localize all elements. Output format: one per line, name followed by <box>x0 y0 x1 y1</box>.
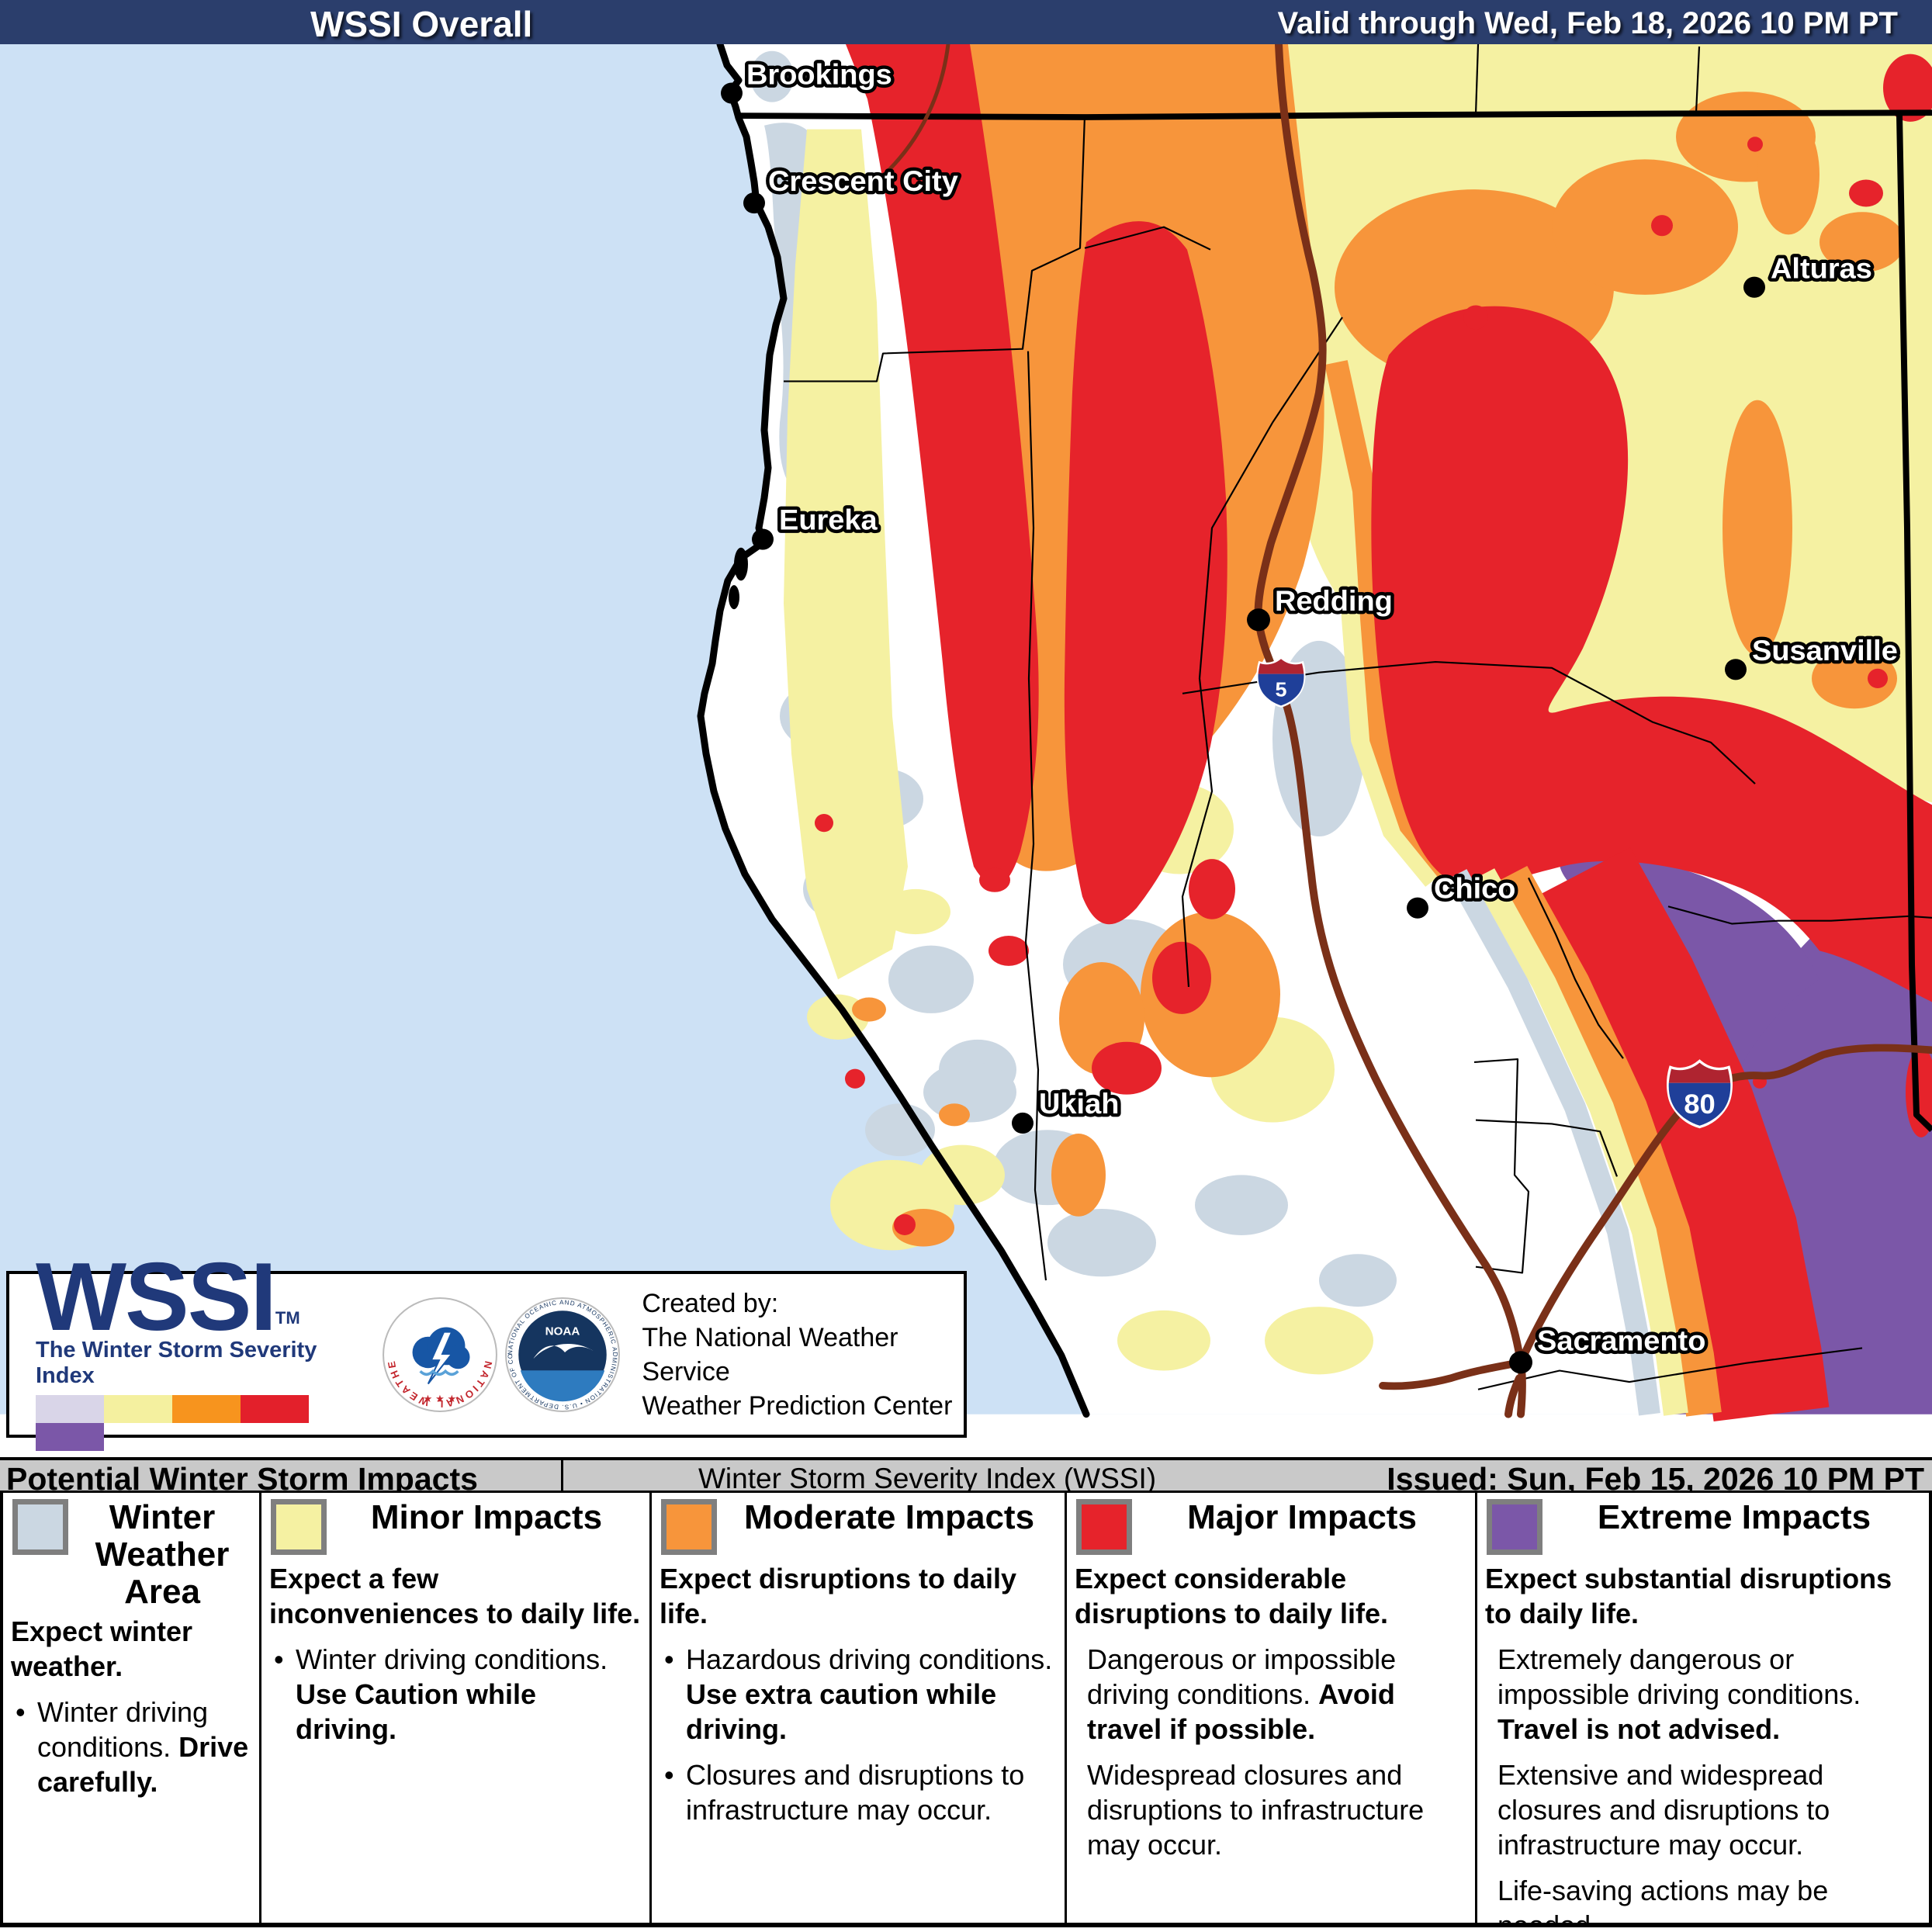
state-borders <box>736 109 1932 1132</box>
noaa-logo-icon: NATIONAL OCEANIC AND ATMOSPHERIC ADMINIS… <box>504 1296 621 1412</box>
nws-stars: ★ ★ ★ <box>424 1392 457 1404</box>
road-west-of-sacramento <box>1379 1358 1525 1390</box>
county-borders <box>784 44 1932 1390</box>
city-label-chico: Chico <box>1434 872 1516 904</box>
city-dot-alturas <box>1743 276 1765 298</box>
legend-title: Minor Impacts <box>370 1498 603 1536</box>
status-bar-subtitle: Winter Storm Severity Index (WSSI) <box>698 1463 1157 1494</box>
interstate-5-road <box>1254 44 1526 1418</box>
city-label-alturas: Alturas <box>1771 252 1872 284</box>
wssi-trademark: TM <box>275 1307 300 1328</box>
legend-paragraph: Winter driving conditions. Drive careful… <box>11 1695 251 1799</box>
city-label-susanville: Susanville <box>1752 635 1898 667</box>
interstate-80-shield: 80 <box>1667 1059 1733 1129</box>
status-bar-title: Potential Winter Storm Impacts <box>6 1461 478 1497</box>
legend-paragraph: Winter driving conditions. Use Caution w… <box>269 1642 642 1747</box>
city-label-eureka: Eureka <box>779 504 878 535</box>
interstate-5-number: 5 <box>1275 678 1286 701</box>
interstate-80-number: 80 <box>1684 1089 1716 1120</box>
legend-intro: Expect disruptions to daily life. <box>660 1563 1017 1629</box>
humboldt-bay-south <box>729 585 739 610</box>
city-dot-ukiah <box>1012 1112 1034 1134</box>
legend-column-extreme-impacts: Extreme Impacts Expect substantial disru… <box>1475 1493 1929 1923</box>
city-label-sacramento: Sacramento <box>1537 1324 1705 1356</box>
legend-swatch-minor <box>271 1499 327 1555</box>
scale-chip <box>36 1422 104 1451</box>
legend-title: Major Impacts <box>1187 1498 1417 1536</box>
valid-through-text: Valid through Wed, Feb 18, 2026 10 PM PT <box>1277 6 1898 40</box>
legend-intro: Expect a few inconveniences to daily lif… <box>269 1563 641 1629</box>
city-dot-susanville <box>1725 659 1747 680</box>
city-dot-redding <box>1247 608 1270 632</box>
legend-paragraph: Extensive and widespread closures and di… <box>1497 1759 1830 1861</box>
scale-chip <box>104 1394 172 1423</box>
city-label-ukiah: Ukiah <box>1039 1087 1119 1119</box>
created-by-line1: Created by: <box>642 1288 779 1318</box>
legend-paragraph: Closures and disruptions to infrastructu… <box>660 1757 1057 1827</box>
city-markers: Brookings Crescent City Alturas Eureka Reddi… <box>721 54 1901 1374</box>
city-dot-crescent-city <box>743 192 765 214</box>
legend-intro: Expect substantial disruptions to daily … <box>1485 1563 1892 1629</box>
status-bar-divider <box>561 1460 563 1491</box>
city-dot-sacramento <box>1509 1351 1532 1374</box>
interstate-shields: 5 80 <box>1256 656 1733 1129</box>
scale-chip <box>172 1394 241 1423</box>
page-title: WSSI Overall <box>310 4 533 44</box>
legend-column-winter-weather-area: Winter Weather Area Expect winter weathe… <box>3 1493 259 1923</box>
created-by-block: Created by: The National Weather Service… <box>642 1286 964 1423</box>
legend-intro: Expect winter weather. <box>11 1615 193 1682</box>
wssi-logo: WSSITM The Winter Storm Severity Index <box>9 1249 376 1451</box>
wssi-color-scale <box>36 1394 376 1451</box>
legend-paragraph: Life-saving actions may be needed. <box>1497 1875 1829 1923</box>
nws-logo-icon: NATIONAL WEATHER SERVICE ★ ★ ★ <box>381 1296 498 1412</box>
legend-paragraph: Widespread closures and disruptions to i… <box>1087 1759 1425 1861</box>
legend-column-minor-impacts: Minor Impacts Expect a few inconvenience… <box>259 1493 649 1923</box>
legend: Winter Weather Area Expect winter weathe… <box>0 1493 1932 1927</box>
road-south-of-sacramento <box>1504 1374 1523 1418</box>
legend-paragraph: Dangerous or impossible driving conditio… <box>1087 1643 1397 1745</box>
issued-text: Issued: Sun, Feb 15, 2026 10 PM PT <box>1387 1461 1924 1497</box>
created-by-line2: The National Weather Service <box>642 1322 898 1387</box>
legend-title: Winter Weather Area <box>95 1498 230 1611</box>
major-impact-areas <box>815 44 1932 1288</box>
city-label-crescent-city: Crescent City <box>768 165 958 197</box>
created-by-line3: Weather Prediction Center <box>642 1390 953 1421</box>
city-dot-eureka <box>752 528 774 550</box>
wssi-logo-text: WSSI <box>36 1243 277 1351</box>
legend-swatch-moderate <box>661 1499 717 1555</box>
legend-intro: Expect considerable disruptions to daily… <box>1075 1563 1389 1629</box>
sierra-foothill-strips <box>1447 847 1830 1421</box>
city-label-brookings: Brookings <box>746 58 892 90</box>
legend-column-major-impacts: Major Impacts Expect considerable disrup… <box>1065 1493 1475 1923</box>
legend-paragraph: Hazardous driving conditions. Use extra … <box>660 1642 1057 1747</box>
scale-chip <box>241 1394 309 1423</box>
humboldt-bay <box>734 547 748 581</box>
city-dot-brookings <box>721 82 743 104</box>
interstate-5-shield: 5 <box>1256 656 1306 708</box>
scale-chip <box>36 1394 104 1423</box>
route-199 <box>882 44 950 177</box>
legend-swatch-winter <box>12 1499 68 1555</box>
legend-paragraph: Extremely dangerous or impossible drivin… <box>1497 1643 1861 1745</box>
noaa-logo-text: NOAA <box>545 1324 580 1338</box>
wssi-map: 5 80 Brookings Crescent City Alturas Eureka R… <box>0 44 1932 1421</box>
city-label-redding: Redding <box>1275 585 1393 617</box>
status-bar: Potential Winter Storm Impacts Winter St… <box>0 1457 1932 1497</box>
legend-title: Extreme Impacts <box>1597 1498 1871 1536</box>
city-dot-chico <box>1407 897 1428 919</box>
logo-box: WSSITM The Winter Storm Severity Index N… <box>6 1249 967 1451</box>
header-bar: WSSI Overall Valid through Wed, Feb 18, … <box>0 0 1932 44</box>
legend-title: Moderate Impacts <box>743 1498 1035 1536</box>
legend-swatch-major <box>1076 1499 1132 1555</box>
legend-swatch-extreme <box>1487 1499 1542 1555</box>
legend-column-moderate-impacts: Moderate Impacts Expect disruptions to d… <box>649 1493 1065 1923</box>
wssi-tagline: The Winter Storm Severity Index <box>36 1337 317 1388</box>
